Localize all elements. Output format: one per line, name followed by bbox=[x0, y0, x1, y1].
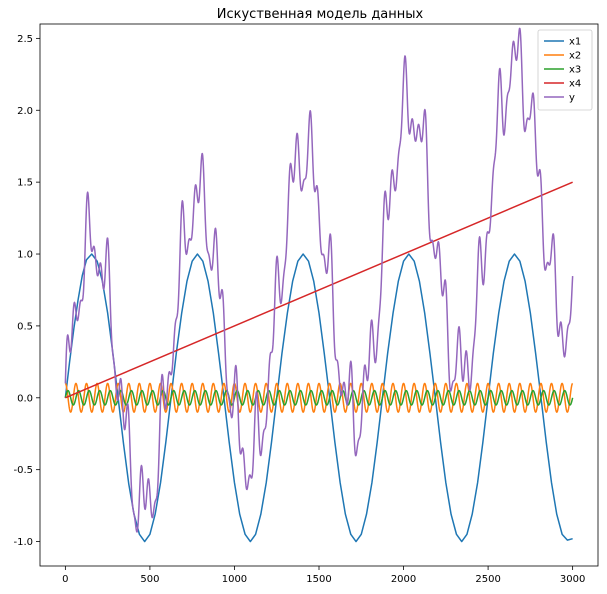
series-line-y bbox=[64, 27, 574, 533]
x-tick-label: 1500 bbox=[306, 574, 331, 585]
y-tick-label: -0.5 bbox=[13, 465, 33, 476]
legend-label-x2: x2 bbox=[569, 51, 581, 62]
series-line-x1 bbox=[64, 253, 573, 543]
legend: x1 x2 x3 x4 y bbox=[537, 29, 593, 111]
y-tick-label: 2.0 bbox=[17, 106, 33, 117]
y-tick-label: 0.0 bbox=[17, 393, 33, 404]
chart-title: Искуственная модель данных bbox=[217, 7, 424, 22]
plot-frame bbox=[39, 23, 599, 567]
x-tick-label: 500 bbox=[140, 574, 159, 585]
legend-label-y: y bbox=[569, 93, 575, 104]
y-tick-label: 2.5 bbox=[17, 34, 33, 45]
series-group bbox=[64, 27, 574, 543]
x-tick-label: 2000 bbox=[391, 574, 416, 585]
legend-label-x4: x4 bbox=[569, 79, 581, 90]
y-tick-label: 1.5 bbox=[17, 178, 33, 189]
x-tick-label: 2500 bbox=[475, 574, 500, 585]
series-line-x3 bbox=[64, 389, 574, 406]
x-tick-label: 3000 bbox=[560, 574, 585, 585]
y-tick-label: -1.0 bbox=[13, 537, 33, 548]
legend-box bbox=[537, 29, 593, 111]
plot-area: 0 500 1000 1500 2000 2500 3000 -1.0 -0.5 0.0 0.5 1.… bbox=[13, 23, 599, 585]
legend-label-x3: x3 bbox=[569, 65, 581, 76]
x-tick-label: 0 bbox=[62, 574, 68, 585]
y-tick-label: 1.0 bbox=[17, 250, 33, 261]
x-tick-label: 1000 bbox=[222, 574, 247, 585]
legend-label-x1: x1 bbox=[569, 37, 581, 48]
y-tick-label: 0.5 bbox=[17, 321, 33, 332]
series-line-x4 bbox=[65, 181, 573, 399]
series-line-x2 bbox=[64, 382, 574, 413]
